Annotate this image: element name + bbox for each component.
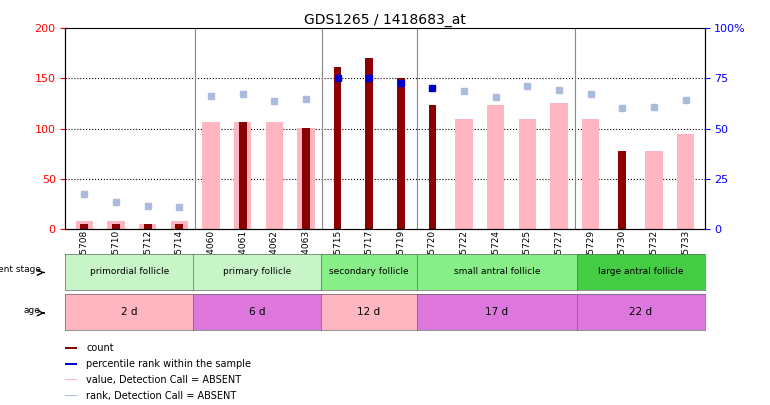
Text: 2 d: 2 d <box>121 307 138 317</box>
Bar <box>139 224 156 229</box>
Text: rank, Detection Call = ABSENT: rank, Detection Call = ABSENT <box>86 391 236 401</box>
Bar <box>365 58 373 229</box>
Bar <box>112 224 120 229</box>
Bar <box>65 363 77 365</box>
Bar <box>203 122 219 229</box>
Bar <box>171 221 188 229</box>
Bar <box>551 102 567 229</box>
Text: secondary follicle: secondary follicle <box>330 267 409 276</box>
Text: large antral follicle: large antral follicle <box>598 267 684 276</box>
Bar <box>297 128 315 229</box>
Bar <box>333 68 342 229</box>
Text: value, Detection Call = ABSENT: value, Detection Call = ABSENT <box>86 375 242 385</box>
Bar <box>428 104 437 229</box>
Bar <box>618 151 626 229</box>
Bar <box>645 151 663 229</box>
Bar <box>107 221 125 229</box>
Text: small antral follicle: small antral follicle <box>454 267 540 276</box>
Bar <box>397 79 405 229</box>
Text: 17 d: 17 d <box>485 307 508 317</box>
Bar <box>239 122 246 229</box>
Text: 12 d: 12 d <box>357 307 380 317</box>
Bar <box>75 221 93 229</box>
Text: development stage: development stage <box>0 265 41 275</box>
Text: count: count <box>86 343 114 353</box>
Bar <box>176 224 183 229</box>
Text: 6 d: 6 d <box>249 307 266 317</box>
Bar <box>81 224 89 229</box>
Title: GDS1265 / 1418683_at: GDS1265 / 1418683_at <box>304 13 466 27</box>
Text: primary follicle: primary follicle <box>223 267 291 276</box>
Bar <box>677 134 695 229</box>
Text: primordial follicle: primordial follicle <box>90 267 169 276</box>
Bar <box>455 119 473 229</box>
Bar <box>65 379 77 380</box>
Text: age: age <box>24 306 41 315</box>
Bar <box>302 128 310 229</box>
Bar <box>519 119 536 229</box>
Text: percentile rank within the sample: percentile rank within the sample <box>86 359 251 369</box>
Bar <box>65 347 77 349</box>
Bar <box>266 122 283 229</box>
Bar <box>144 224 152 229</box>
Bar <box>65 395 77 396</box>
Bar <box>234 122 251 229</box>
Bar <box>487 104 504 229</box>
Bar <box>582 119 599 229</box>
Text: 22 d: 22 d <box>629 307 652 317</box>
